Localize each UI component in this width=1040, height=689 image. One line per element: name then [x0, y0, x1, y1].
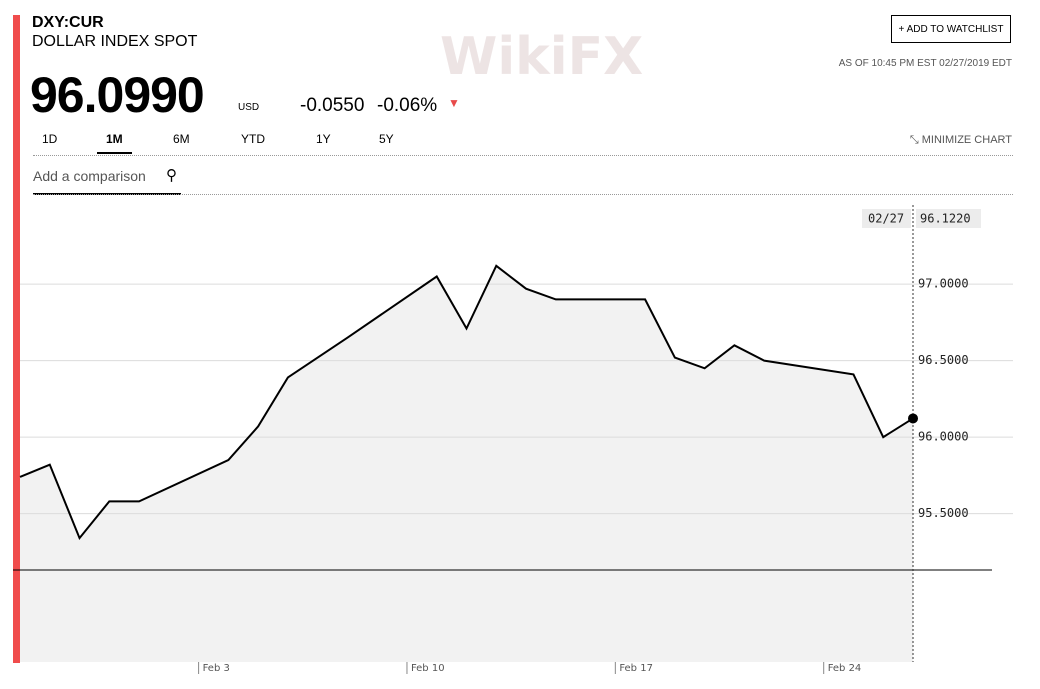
- range-tab[interactable]: 5Y: [379, 132, 394, 146]
- minimize-icon: ⤡: [909, 134, 919, 146]
- x-tick-label: Feb 10: [411, 663, 445, 674]
- cursor-point: [908, 413, 918, 424]
- cursor-date-box: [862, 209, 911, 228]
- y-tick-label: 96.0000: [918, 430, 969, 444]
- y-tick-label: 95.5000: [918, 506, 969, 520]
- watermark: WikiFX: [440, 27, 643, 87]
- cursor-value-box: [916, 209, 981, 228]
- range-tab[interactable]: 1D: [42, 132, 58, 146]
- range-tab[interactable]: YTD: [241, 132, 265, 146]
- x-tick-label: Feb 3: [203, 663, 230, 674]
- minimize-chart[interactable]: ⤡ MINIMIZE CHART: [910, 134, 1012, 147]
- plus-icon: +: [898, 24, 905, 35]
- cursor-date: 02/27: [868, 212, 904, 226]
- x-tick-label: Feb 17: [619, 663, 653, 674]
- area-fill: [20, 265, 913, 662]
- watchlist-button[interactable]: + ADD TO WATCHLIST: [891, 15, 1011, 43]
- as-of: AS OF 10:45 PM EST 02/27/2019 EDT: [838, 58, 1012, 69]
- y-tick-label: 96.5000: [918, 353, 969, 367]
- range-tab[interactable]: 6M: [173, 132, 190, 146]
- watchlist-label: ADD TO WATCHLIST: [906, 24, 1004, 35]
- accent-bar: [13, 15, 20, 663]
- search-icon: ⚲: [166, 167, 177, 184]
- range-tab[interactable]: 1M: [97, 132, 132, 154]
- change: -0.0550: [300, 95, 365, 116]
- price: 96.0990: [30, 67, 205, 123]
- currency: USD: [238, 102, 260, 113]
- comparison-input[interactable]: Add a comparison ⚲: [33, 167, 181, 195]
- cursor-value: 96.1220: [920, 212, 971, 226]
- down-arrow: ▼: [448, 96, 460, 110]
- x-tick-label: Feb 24: [828, 663, 862, 674]
- y-tick-label: 97.0000: [918, 277, 969, 291]
- divider: [33, 194, 1013, 195]
- divider: [33, 155, 1013, 156]
- placeholder: Add a comparison: [33, 168, 146, 184]
- ticker: DXY:CUR: [32, 14, 104, 31]
- minimize-label: MINIMIZE CHART: [921, 134, 1012, 146]
- security-name: DOLLAR INDEX SPOT: [32, 33, 198, 50]
- price-line: [19, 264, 914, 541]
- change-percent: -0.06%: [377, 95, 438, 116]
- range-tab[interactable]: 1Y: [316, 132, 331, 146]
